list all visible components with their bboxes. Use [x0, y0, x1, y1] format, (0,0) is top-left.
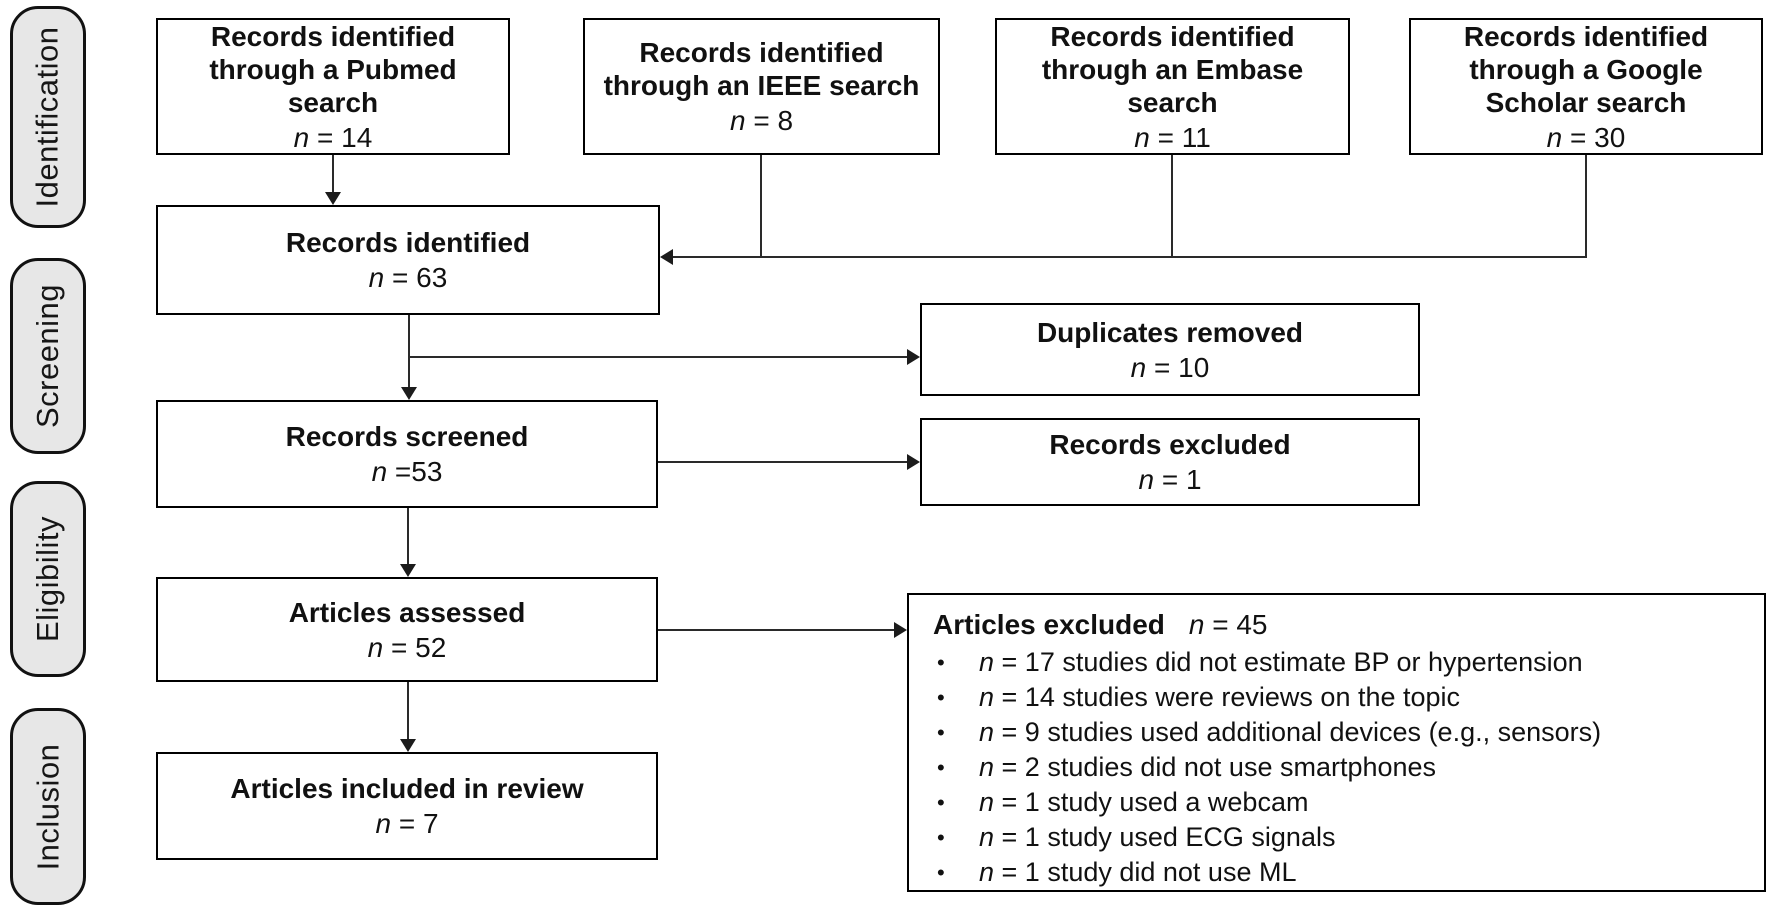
excluded-reason-item: • n = 17 studies did not estimate BP or h…	[933, 645, 1746, 680]
box-count: n = 10	[1130, 351, 1210, 383]
box-title: Records screened	[285, 421, 529, 452]
box-count: n = 11	[1134, 121, 1211, 153]
bullet-icon: •	[937, 650, 945, 675]
stage-label: Identification	[30, 26, 65, 208]
box-articles-excluded-details: Articles excluded n = 45 • n = 17 studies …	[907, 593, 1766, 892]
box-records-identified-embase: Records identified through an Embase sea…	[995, 18, 1350, 155]
excluded-reason-text: n = 14 studies were reviews on the topic	[979, 682, 1461, 712]
connector-identified-to-screened	[408, 315, 410, 389]
excluded-reason-text: n = 1 study used ECG signals	[979, 822, 1336, 852]
box-title: Records identified through an IEEE searc…	[603, 37, 920, 101]
excluded-reason-item: • n = 1 study used ECG signals	[933, 820, 1746, 855]
bullet-icon: •	[937, 790, 945, 815]
stage-pill-identification: Identification	[10, 6, 86, 228]
box-articles-included: Articles included in review n = 7	[156, 752, 658, 860]
bullet-icon: •	[937, 755, 945, 780]
box-duplicates-removed: Duplicates removed n = 10	[920, 303, 1420, 396]
arrowhead-left-icon	[660, 249, 673, 265]
stage-pill-screening: Screening	[10, 258, 86, 454]
box-records-identified-google-scholar: Records identified through a Google Scho…	[1409, 18, 1763, 155]
stage-label: Eligibility	[30, 515, 66, 643]
arrowhead-down-icon	[400, 739, 416, 752]
connector-ieee-down	[760, 155, 762, 258]
arrowhead-down-icon	[401, 387, 417, 400]
box-count: n = 7	[375, 808, 439, 839]
connector-to-duplicates-removed	[409, 356, 908, 358]
connector-assessed-to-included	[407, 682, 409, 741]
arrowhead-down-icon	[325, 192, 341, 205]
connector-embase-down	[1171, 155, 1173, 258]
bullet-icon: •	[937, 825, 945, 850]
connector-assessed-to-excluded-details	[658, 629, 895, 631]
stage-pill-inclusion: Inclusion	[10, 708, 86, 905]
stage-label: Screening	[30, 283, 65, 429]
box-count: n = 14	[293, 121, 373, 153]
bullet-icon: •	[937, 860, 945, 885]
arrowhead-right-icon	[907, 454, 920, 470]
box-title: Records identified	[285, 227, 531, 258]
box-title: Records identified through an Embase sea…	[1041, 20, 1304, 118]
excluded-box-count: n = 45	[1188, 609, 1268, 640]
box-title: Articles included in review	[230, 773, 584, 804]
excluded-reason-text: n = 9 studies used additional devices (e…	[979, 717, 1602, 747]
connector-pubmed-to-identified	[332, 155, 334, 193]
box-articles-assessed: Articles assessed n = 52	[156, 577, 658, 682]
box-records-identified-total: Records identified n = 63	[156, 205, 660, 315]
arrowhead-right-icon	[907, 349, 920, 365]
connector-screened-to-assessed	[407, 508, 409, 566]
stage-label: Inclusion	[30, 743, 66, 870]
box-count: n =53	[371, 456, 443, 487]
box-count: n = 30	[1546, 121, 1626, 153]
box-count: n = 8	[729, 105, 794, 136]
box-records-identified-ieee: Records identified through an IEEE searc…	[583, 18, 940, 155]
connector-google-down	[1585, 155, 1587, 258]
excluded-box-title: Articles excluded	[933, 609, 1165, 640]
box-records-screened: Records screened n =53	[156, 400, 658, 508]
stage-pill-eligibility: Eligibility	[10, 481, 86, 677]
arrowhead-right-icon	[894, 622, 907, 638]
excluded-reason-item: • n = 2 studies did not use smartphones	[933, 750, 1746, 785]
excluded-reason-item: • n = 14 studies were reviews on the topi…	[933, 680, 1746, 715]
excluded-reason-text: n = 17 studies did not estimate BP or hy…	[979, 647, 1583, 677]
excluded-reason-text: n = 1 study used a webcam	[979, 787, 1309, 817]
arrowhead-down-icon	[400, 564, 416, 577]
excluded-reason-item: • n = 9 studies used additional devices (…	[933, 715, 1746, 750]
box-records-identified-pubmed: Records identified through a Pubmed sear…	[156, 18, 510, 155]
box-title: Records identified through a Pubmed sear…	[209, 20, 457, 118]
box-title: Duplicates removed	[1036, 316, 1304, 348]
excluded-reason-item: • n = 1 study used a webcam	[933, 785, 1746, 820]
box-count: n = 52	[367, 631, 447, 663]
connector-screened-to-excluded	[658, 461, 908, 463]
bullet-icon: •	[937, 685, 945, 710]
box-title: Records identified through a Google Scho…	[1463, 20, 1709, 118]
excluded-reason-item: • n = 1 study did not use ML	[933, 855, 1746, 890]
box-records-excluded: Records excluded n = 1	[920, 418, 1420, 506]
excluded-reason-text: n = 1 study did not use ML	[979, 857, 1297, 887]
box-count: n = 1	[1138, 464, 1202, 495]
box-count: n = 63	[368, 262, 448, 293]
excluded-box-header: Articles excluded n = 45	[933, 607, 1746, 643]
box-title: Articles assessed	[288, 596, 526, 628]
connector-collector-to-identified	[672, 256, 1587, 258]
excluded-reason-text: n = 2 studies did not use smartphones	[979, 752, 1437, 782]
excluded-reasons-list: • n = 17 studies did not estimate BP or h…	[933, 645, 1746, 890]
bullet-icon: •	[937, 720, 945, 745]
box-title: Records excluded	[1049, 429, 1291, 460]
